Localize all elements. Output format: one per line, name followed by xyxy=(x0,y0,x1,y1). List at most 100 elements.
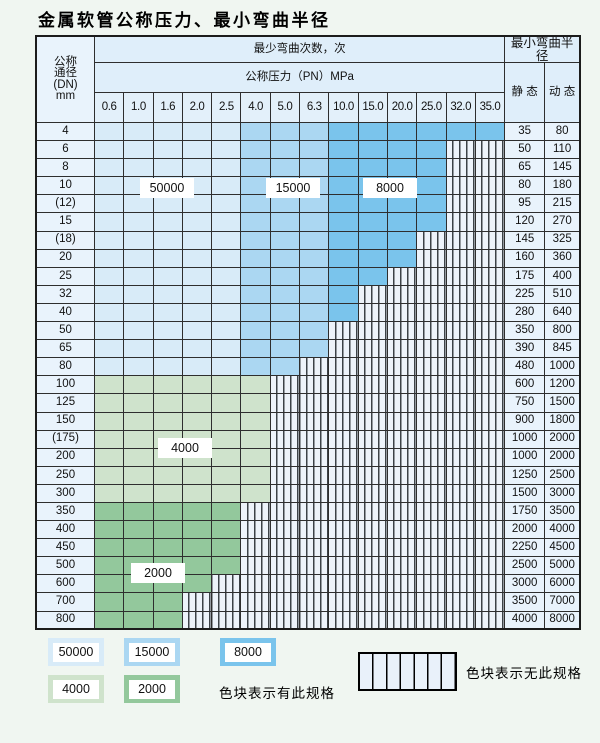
dynamic-radius-cell: 2500 xyxy=(544,465,581,485)
spec-cell xyxy=(240,140,271,160)
spec-cell xyxy=(299,248,330,268)
spec-cell xyxy=(152,393,183,413)
legend-swatch-label: 2000 xyxy=(129,679,175,699)
table-row: 800 4000 8000 xyxy=(35,610,581,630)
no-spec-cell xyxy=(357,339,388,359)
no-spec-cell xyxy=(416,339,447,359)
table-row: 250 1250 2500 xyxy=(35,465,581,485)
spec-cell xyxy=(416,121,447,142)
spec-cell xyxy=(123,538,154,558)
no-spec-cell xyxy=(328,538,359,558)
no-spec-cell xyxy=(386,266,418,286)
no-spec-cell xyxy=(357,501,388,522)
dn-cell: (12) xyxy=(35,194,95,214)
spec-cell xyxy=(299,339,330,359)
spec-cell xyxy=(269,212,301,232)
no-spec-cell xyxy=(240,520,271,540)
pressure-value: 6.3 xyxy=(299,92,330,123)
spec-cell xyxy=(357,248,388,268)
spec-cell xyxy=(123,610,154,630)
no-spec-cell xyxy=(299,393,330,413)
static-radius-cell: 1500 xyxy=(504,483,546,503)
spec-cell xyxy=(181,556,213,576)
no-spec-cell xyxy=(269,393,301,413)
spec-cell xyxy=(93,483,125,503)
spec-cell xyxy=(152,465,183,485)
spec-cell xyxy=(211,140,242,160)
spec-cell xyxy=(445,121,476,142)
spec-cell xyxy=(123,483,154,503)
spec-cell xyxy=(93,520,125,540)
spec-cell xyxy=(93,610,125,630)
no-spec-cell xyxy=(211,574,242,594)
static-radius-cell: 145 xyxy=(504,230,546,250)
spec-cell xyxy=(240,357,271,377)
no-spec-cell xyxy=(328,339,359,359)
table-row: 4 35 80 xyxy=(35,121,581,142)
no-spec-cell xyxy=(299,447,330,467)
no-spec-cell xyxy=(474,483,506,503)
spec-cell xyxy=(269,140,301,160)
legend-swatch-label: 8000 xyxy=(225,642,271,662)
no-spec-cell xyxy=(269,447,301,467)
dynamic-radius-cell: 2000 xyxy=(544,429,581,449)
no-spec-cell xyxy=(211,610,242,630)
spec-cell xyxy=(240,212,271,232)
no-spec-cell xyxy=(386,574,418,594)
spec-cell xyxy=(299,266,330,286)
dn-cell: 4 xyxy=(35,121,95,142)
spec-cell xyxy=(357,158,388,178)
no-spec-cell xyxy=(269,375,301,395)
dn-cell: 100 xyxy=(35,375,95,395)
static-radius-cell: 480 xyxy=(504,357,546,377)
no-spec-cell xyxy=(328,574,359,594)
spec-cell xyxy=(474,121,506,142)
no-spec-cell xyxy=(357,411,388,431)
static-radius-cell: 4000 xyxy=(504,610,546,630)
static-radius-cell: 160 xyxy=(504,248,546,268)
dn-cell: 80 xyxy=(35,357,95,377)
table-row: 100 600 1200 xyxy=(35,375,581,395)
spec-cell xyxy=(93,121,125,142)
table-row: 80 480 1000 xyxy=(35,357,581,377)
no-spec-cell xyxy=(416,393,447,413)
spec-cell xyxy=(211,266,242,286)
static-radius-cell: 900 xyxy=(504,411,546,431)
spec-cell xyxy=(152,592,183,612)
no-spec-cell xyxy=(211,592,242,612)
dn-cell: 150 xyxy=(35,411,95,431)
spec-cell xyxy=(181,121,213,142)
spec-cell xyxy=(240,411,271,431)
no-spec-cell xyxy=(328,483,359,503)
dynamic-header: 动 态 xyxy=(544,62,581,123)
legend-swatch-15000: 15000 xyxy=(124,638,180,666)
table-row: 600 3000 6000 xyxy=(35,574,581,594)
dn-cell: 700 xyxy=(35,592,95,612)
no-spec-cell xyxy=(445,158,476,178)
spec-cell xyxy=(240,158,271,178)
no-spec-cell xyxy=(240,610,271,630)
cycle-count-label: 50000 xyxy=(140,178,194,198)
spec-cell xyxy=(269,121,301,142)
spec-cell xyxy=(240,284,271,304)
spec-cell xyxy=(211,520,242,540)
no-spec-cell xyxy=(240,574,271,594)
spec-cell xyxy=(240,230,271,250)
static-radius-cell: 95 xyxy=(504,194,546,214)
dynamic-radius-cell: 215 xyxy=(544,194,581,214)
spec-cell xyxy=(328,302,359,323)
legend-swatch-label: 4000 xyxy=(53,679,99,699)
no-spec-cell xyxy=(445,429,476,449)
no-spec-cell xyxy=(269,574,301,594)
no-spec-cell xyxy=(181,592,213,612)
pressure-value: 20.0 xyxy=(386,92,418,123)
no-spec-cell xyxy=(474,140,506,160)
no-spec-cell xyxy=(386,501,418,522)
no-spec-cell xyxy=(328,556,359,576)
spec-cell xyxy=(123,520,154,540)
no-spec-cell xyxy=(416,574,447,594)
spec-cell xyxy=(123,212,154,232)
no-spec-cell xyxy=(357,556,388,576)
dynamic-radius-cell: 845 xyxy=(544,339,581,359)
spec-cell xyxy=(93,140,125,160)
